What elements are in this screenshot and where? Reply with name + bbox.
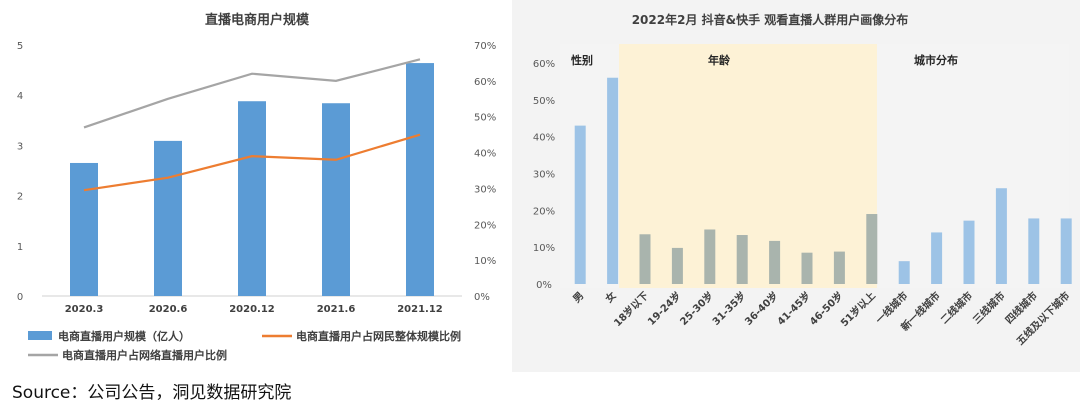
group-label: 性别	[571, 53, 593, 67]
bar-user-scale	[70, 162, 98, 296]
x-tick-label: 女	[602, 289, 618, 305]
x-tick-label: 25-30岁	[677, 289, 716, 328]
bar-user-scale	[238, 101, 266, 296]
group-background	[619, 44, 877, 288]
y-tick-label: 20%	[533, 206, 555, 217]
group-label: 年龄	[708, 53, 731, 67]
bar-portrait	[833, 251, 845, 284]
y2-tick-label: 30%	[474, 184, 496, 195]
bar-portrait	[1028, 218, 1040, 284]
user-portrait-chart: 2022年2月 抖音&快手 观看直播人群用户画像分布 0% 10% 20% 30% 40%…	[533, 12, 1073, 348]
bar-user-scale	[322, 103, 350, 297]
bar-portrait	[704, 229, 716, 284]
x-tick-label: 二线城市	[938, 289, 975, 326]
y-tick-label: 2	[17, 192, 23, 203]
y-tick-label: 0	[17, 292, 23, 303]
bar-portrait	[963, 220, 975, 284]
y-tick-label: 10%	[533, 243, 555, 254]
legend-label-bar: 电商直播用户规模（亿人）	[58, 329, 190, 343]
x-tick-label: 2020.12	[229, 304, 275, 315]
legend-label-orange: 电商直播用户占网民整体规模比例	[296, 329, 461, 343]
left-chart-panel: 直播电商用户规模 0 1 2 3 4 5 0% 10% 20% 30% 40% 50% 60% 70% 202…	[0, 0, 512, 372]
y-tick-label: 5	[17, 41, 23, 52]
x-tick-label: 51岁以上	[838, 289, 878, 329]
chart-title: 直播电商用户规模	[205, 12, 310, 28]
group-label: 城市分布	[914, 53, 958, 67]
bar-portrait	[639, 234, 651, 284]
y-tick-label: 0%	[536, 280, 552, 291]
right-chart-panel: 2022年2月 抖音&快手 观看直播人群用户画像分布 0% 10% 20% 30% 40%…	[512, 0, 1080, 372]
bar-user-scale	[406, 63, 434, 297]
bar-portrait	[1060, 218, 1072, 284]
user-scale-chart: 直播电商用户规模0123450%10%20%30%40%50%60%70%202…	[17, 12, 496, 362]
y2-tick-label: 70%	[474, 41, 496, 52]
bar-portrait	[898, 261, 910, 284]
x-tick-label: 五线及以下城市	[1014, 289, 1073, 348]
bar-user-scale	[154, 140, 182, 296]
x-tick-label: 2020.6	[149, 304, 188, 315]
y2-tick-label: 50%	[474, 113, 496, 124]
legend-swatch-bar	[28, 331, 52, 340]
chart-title: 2022年2月 抖音&快手 观看直播人群用户画像分布	[632, 12, 909, 27]
bar-portrait	[995, 188, 1007, 284]
y-tick-label: 4	[17, 91, 23, 102]
y2-tick-label: 60%	[474, 77, 496, 88]
line-live-user-ratio	[83, 58, 421, 129]
x-tick-label: 36-40岁	[742, 289, 781, 328]
y-tick-label: 3	[17, 141, 23, 152]
y-tick-label: 50%	[533, 96, 555, 107]
bar-portrait	[736, 235, 748, 284]
y2-tick-label: 10%	[474, 256, 496, 267]
y2-tick-label: 0%	[474, 292, 490, 303]
x-tick-label: 41-45岁	[774, 289, 813, 328]
y-tick-label: 30%	[533, 170, 555, 181]
source-note: Source：公司公告，洞见数据研究院	[12, 383, 292, 403]
y2-tick-label: 40%	[474, 149, 496, 160]
bar-portrait	[607, 77, 619, 284]
bar-portrait	[931, 232, 943, 284]
x-tick-label: 男	[571, 290, 587, 306]
bar-portrait	[866, 214, 878, 284]
x-tick-label: 19-24岁	[645, 289, 684, 328]
x-tick-label: 31-35岁	[709, 289, 748, 328]
x-tick-label: 2021.6	[317, 304, 356, 315]
y-tick-label: 60%	[533, 59, 555, 70]
bar-portrait	[574, 125, 586, 284]
legend-label-gray: 电商直播用户占网络直播用户比例	[62, 348, 227, 362]
bar-portrait	[671, 247, 683, 284]
line-netizen-ratio	[83, 133, 421, 192]
y-tick-label: 40%	[533, 133, 555, 144]
bar-portrait	[769, 240, 781, 284]
y-tick-label: 1	[17, 242, 23, 253]
x-tick-label: 三线城市	[970, 289, 1007, 326]
y2-tick-label: 20%	[474, 220, 496, 231]
x-tick-label: 2021.12	[397, 304, 443, 315]
bar-portrait	[801, 252, 813, 284]
x-tick-label: 2020.3	[65, 304, 104, 315]
x-tick-label: 18岁以下	[611, 289, 651, 329]
